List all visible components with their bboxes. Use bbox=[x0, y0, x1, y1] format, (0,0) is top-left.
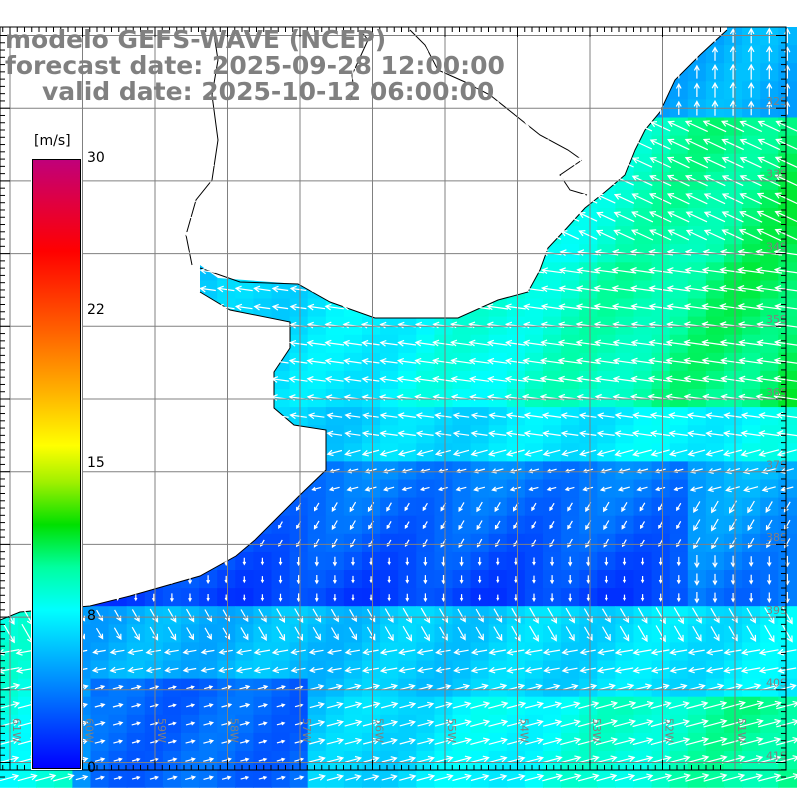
lat-label: 38S bbox=[766, 531, 787, 544]
colorbar bbox=[32, 159, 81, 769]
lat-label: 35S bbox=[766, 313, 787, 326]
lon-label: 55W bbox=[445, 718, 458, 743]
lat-label: 36S bbox=[766, 386, 787, 399]
lat-label: 40S bbox=[766, 677, 787, 690]
colorbar-tick-30: 30 bbox=[87, 150, 105, 166]
lat-label: 33S bbox=[766, 168, 787, 181]
lon-label: 53W bbox=[590, 718, 603, 743]
colorbar-unit: [m/s] bbox=[34, 133, 71, 149]
lon-label: 59W bbox=[155, 718, 168, 743]
lat-label: 41S bbox=[766, 749, 787, 762]
lon-label: 60W bbox=[83, 718, 96, 743]
colorbar-tick-15: 15 bbox=[87, 455, 105, 471]
lon-label: 56W bbox=[373, 718, 386, 743]
lon-label: 54W bbox=[518, 718, 531, 743]
colorbar-tick-0: 0 bbox=[87, 760, 96, 776]
lon-label: 58W bbox=[228, 718, 241, 743]
colorbar-tick-22: 22 bbox=[87, 302, 105, 318]
lon-label: 61W bbox=[10, 718, 23, 743]
lon-label: 57W bbox=[300, 718, 313, 743]
valid-date: valid date: 2025-10-12 06:00:00 bbox=[42, 77, 495, 106]
lon-label: 51W bbox=[735, 718, 748, 743]
model-title: modelo GEFS-WAVE (NCEP) bbox=[5, 25, 387, 54]
forecast-date: forecast date: 2025-09-28 12:00:00 bbox=[5, 51, 505, 80]
lat-label: 32S bbox=[766, 95, 787, 108]
lon-label: 52W bbox=[663, 718, 676, 743]
lat-label: 34S bbox=[766, 240, 787, 253]
lat-label: 37S bbox=[766, 459, 787, 472]
colorbar-tick-8: 8 bbox=[87, 608, 96, 624]
lat-label: 39S bbox=[766, 604, 787, 617]
